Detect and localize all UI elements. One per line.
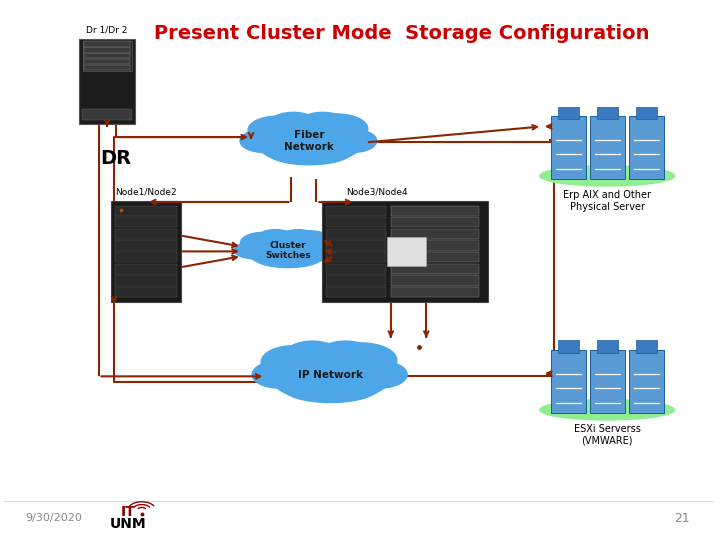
Ellipse shape <box>281 230 315 244</box>
FancyBboxPatch shape <box>115 229 177 239</box>
FancyBboxPatch shape <box>326 206 386 216</box>
FancyBboxPatch shape <box>84 53 130 58</box>
FancyBboxPatch shape <box>391 240 479 251</box>
Ellipse shape <box>252 361 307 388</box>
Ellipse shape <box>258 230 293 244</box>
Ellipse shape <box>540 400 675 420</box>
FancyBboxPatch shape <box>115 275 177 286</box>
Ellipse shape <box>248 116 307 144</box>
FancyBboxPatch shape <box>551 350 585 413</box>
FancyBboxPatch shape <box>115 264 177 274</box>
FancyBboxPatch shape <box>636 106 657 119</box>
Ellipse shape <box>235 242 271 259</box>
FancyBboxPatch shape <box>597 340 618 353</box>
Text: IT: IT <box>121 505 135 519</box>
Text: Node1/Node2: Node1/Node2 <box>115 187 177 197</box>
FancyBboxPatch shape <box>551 116 585 179</box>
FancyBboxPatch shape <box>326 264 386 274</box>
FancyBboxPatch shape <box>82 110 132 120</box>
Ellipse shape <box>240 232 286 253</box>
Text: Dr 1/Dr 2: Dr 1/Dr 2 <box>86 25 127 35</box>
Ellipse shape <box>255 248 321 268</box>
FancyBboxPatch shape <box>590 350 624 413</box>
Text: IP Network: IP Network <box>298 369 363 380</box>
FancyBboxPatch shape <box>636 340 657 353</box>
FancyBboxPatch shape <box>326 287 386 298</box>
FancyBboxPatch shape <box>84 64 130 70</box>
FancyBboxPatch shape <box>557 106 579 119</box>
FancyBboxPatch shape <box>326 229 386 239</box>
FancyBboxPatch shape <box>111 201 181 302</box>
FancyBboxPatch shape <box>326 275 386 286</box>
FancyBboxPatch shape <box>629 116 664 179</box>
FancyBboxPatch shape <box>391 264 479 274</box>
FancyBboxPatch shape <box>326 240 386 251</box>
FancyBboxPatch shape <box>79 39 135 124</box>
FancyBboxPatch shape <box>590 116 624 179</box>
FancyBboxPatch shape <box>391 287 479 298</box>
Text: Cluster
Switches: Cluster Switches <box>265 241 311 260</box>
FancyBboxPatch shape <box>84 59 130 64</box>
Text: UNM: UNM <box>110 517 147 531</box>
Text: Erp AIX and Other
Physical Server: Erp AIX and Other Physical Server <box>563 190 651 212</box>
Text: DR: DR <box>100 149 131 168</box>
FancyBboxPatch shape <box>629 350 664 413</box>
FancyBboxPatch shape <box>115 240 177 251</box>
FancyBboxPatch shape <box>387 237 426 266</box>
FancyBboxPatch shape <box>597 106 618 119</box>
Ellipse shape <box>287 341 338 365</box>
Text: Present Cluster Mode  Storage Configuration: Present Cluster Mode Storage Configurati… <box>153 24 649 43</box>
Ellipse shape <box>300 112 345 132</box>
FancyBboxPatch shape <box>391 229 479 239</box>
Text: 9/30/2020: 9/30/2020 <box>25 514 82 523</box>
Text: 21: 21 <box>674 512 690 525</box>
Ellipse shape <box>353 361 407 388</box>
FancyBboxPatch shape <box>115 252 177 262</box>
Ellipse shape <box>270 351 391 402</box>
FancyBboxPatch shape <box>84 47 130 52</box>
Ellipse shape <box>256 121 362 164</box>
FancyBboxPatch shape <box>391 275 479 286</box>
Ellipse shape <box>325 343 397 377</box>
Ellipse shape <box>240 129 288 152</box>
Text: Node3/Node4: Node3/Node4 <box>346 187 408 197</box>
Ellipse shape <box>303 242 340 259</box>
Ellipse shape <box>282 372 379 402</box>
FancyBboxPatch shape <box>84 42 130 47</box>
FancyBboxPatch shape <box>326 252 386 262</box>
Ellipse shape <box>320 341 372 365</box>
Ellipse shape <box>540 166 675 186</box>
FancyBboxPatch shape <box>115 287 177 298</box>
Ellipse shape <box>329 129 377 152</box>
FancyBboxPatch shape <box>115 217 177 227</box>
FancyBboxPatch shape <box>391 217 479 227</box>
Ellipse shape <box>304 114 368 143</box>
FancyBboxPatch shape <box>115 206 177 216</box>
FancyBboxPatch shape <box>326 217 386 227</box>
Ellipse shape <box>261 346 328 378</box>
Ellipse shape <box>271 112 316 132</box>
FancyBboxPatch shape <box>391 252 479 262</box>
Text: Fiber
Network: Fiber Network <box>284 130 334 152</box>
Ellipse shape <box>284 231 333 252</box>
Ellipse shape <box>266 139 352 165</box>
FancyBboxPatch shape <box>557 340 579 353</box>
Ellipse shape <box>247 236 329 267</box>
FancyBboxPatch shape <box>322 201 488 302</box>
FancyBboxPatch shape <box>83 41 132 71</box>
Text: ESXi Serverss
(VMWARE): ESXi Serverss (VMWARE) <box>574 424 641 446</box>
FancyBboxPatch shape <box>391 206 479 216</box>
